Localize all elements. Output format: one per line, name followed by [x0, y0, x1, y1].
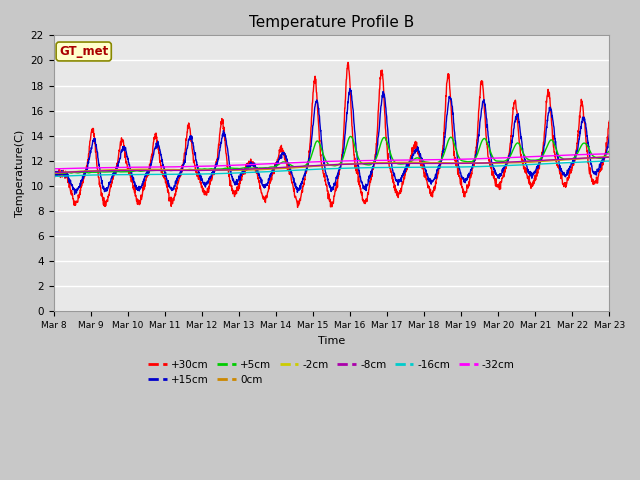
-32cm: [493, 155, 500, 161]
-16cm: [205, 171, 212, 177]
Line: 0cm: 0cm: [54, 157, 609, 173]
Line: -32cm: -32cm: [54, 154, 609, 169]
-16cm: [348, 165, 355, 171]
-32cm: [605, 151, 613, 157]
+15cm: [557, 168, 564, 174]
-8cm: [360, 161, 367, 167]
-2cm: [50, 170, 58, 176]
+5cm: [50, 171, 58, 177]
-2cm: [572, 156, 579, 161]
Line: -8cm: -8cm: [54, 157, 609, 173]
-8cm: [493, 160, 500, 166]
Line: +15cm: +15cm: [54, 88, 609, 194]
+15cm: [71, 192, 79, 197]
+30cm: [294, 204, 301, 210]
+5cm: [348, 134, 355, 140]
+5cm: [493, 158, 501, 164]
+15cm: [346, 85, 354, 91]
-8cm: [50, 170, 58, 176]
+5cm: [557, 155, 564, 160]
-32cm: [348, 158, 355, 164]
+30cm: [205, 190, 212, 195]
-2cm: [205, 168, 212, 173]
+5cm: [205, 166, 212, 172]
-2cm: [604, 154, 611, 160]
-8cm: [605, 154, 613, 160]
+15cm: [360, 185, 368, 191]
+30cm: [557, 169, 564, 175]
-32cm: [556, 153, 564, 158]
Line: -16cm: -16cm: [54, 161, 609, 176]
0cm: [205, 168, 212, 173]
-2cm: [360, 161, 367, 167]
-2cm: [348, 161, 355, 167]
Legend: +30cm, +15cm, +5cm, 0cm, -2cm, -8cm, -16cm, -32cm: +30cm, +15cm, +5cm, 0cm, -2cm, -8cm, -16…: [144, 355, 519, 389]
-16cm: [605, 158, 613, 164]
-8cm: [572, 156, 579, 161]
Line: +5cm: +5cm: [54, 136, 609, 174]
0cm: [360, 160, 367, 166]
-16cm: [572, 159, 579, 165]
+30cm: [605, 118, 613, 124]
+30cm: [493, 182, 501, 188]
Line: +30cm: +30cm: [54, 62, 609, 207]
Text: GT_met: GT_met: [59, 45, 108, 58]
-8cm: [205, 168, 212, 173]
-2cm: [556, 156, 564, 162]
+30cm: [348, 123, 356, 129]
+15cm: [493, 172, 501, 178]
0cm: [348, 161, 355, 167]
+15cm: [572, 152, 580, 157]
+15cm: [348, 98, 356, 104]
-2cm: [605, 154, 613, 160]
0cm: [50, 170, 58, 176]
-16cm: [50, 173, 58, 179]
+15cm: [605, 132, 613, 138]
Title: Temperature Profile B: Temperature Profile B: [249, 15, 414, 30]
+5cm: [572, 153, 580, 159]
0cm: [493, 160, 501, 166]
-16cm: [556, 160, 564, 166]
+30cm: [572, 148, 580, 154]
+30cm: [360, 199, 368, 204]
-32cm: [360, 158, 367, 164]
-8cm: [348, 161, 355, 167]
-16cm: [360, 165, 367, 170]
+30cm: [50, 167, 58, 173]
+5cm: [360, 161, 367, 167]
0cm: [54, 170, 61, 176]
Y-axis label: Temperature(C): Temperature(C): [15, 130, 25, 217]
-32cm: [50, 166, 58, 172]
+15cm: [50, 169, 58, 175]
0cm: [557, 157, 564, 163]
-32cm: [205, 163, 212, 169]
0cm: [605, 154, 613, 160]
+5cm: [605, 148, 613, 154]
-16cm: [493, 163, 500, 169]
0cm: [572, 156, 580, 162]
+15cm: [205, 178, 212, 183]
+5cm: [347, 133, 355, 139]
X-axis label: Time: Time: [318, 336, 345, 346]
-8cm: [556, 156, 564, 162]
Line: -2cm: -2cm: [54, 157, 609, 173]
-2cm: [493, 160, 500, 166]
+30cm: [344, 60, 352, 65]
-32cm: [572, 152, 579, 157]
